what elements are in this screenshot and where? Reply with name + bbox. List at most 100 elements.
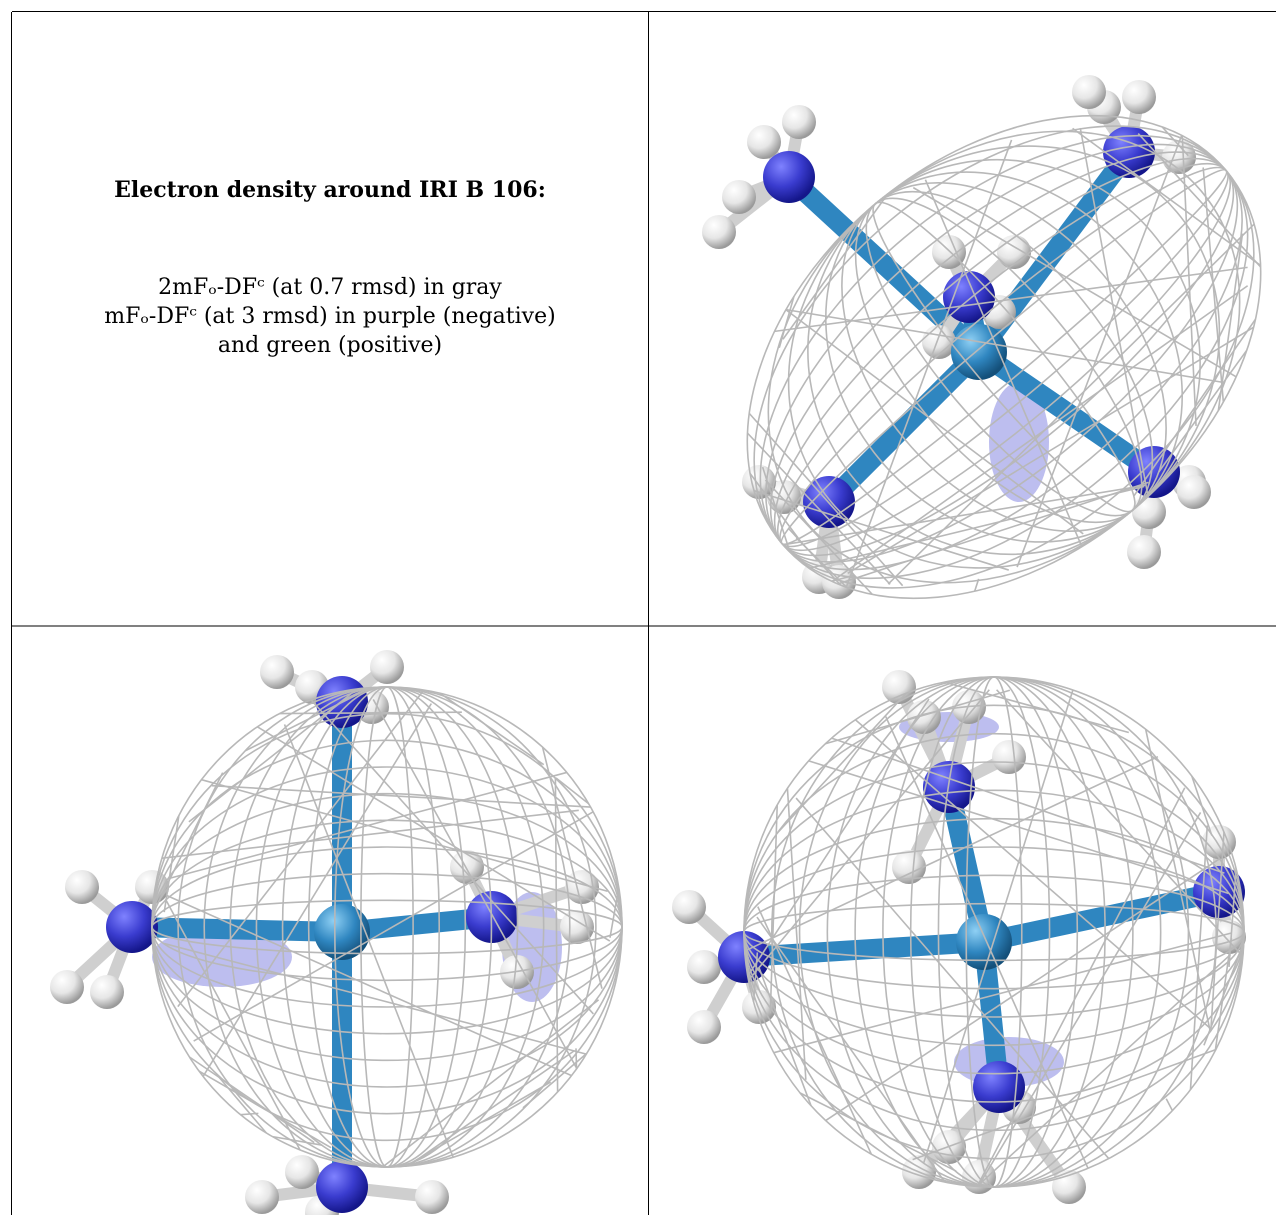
density-mesh <box>151 686 623 1168</box>
mesh-strand <box>778 296 795 349</box>
nitrogen-atom <box>763 151 815 203</box>
hydrogen-atom <box>245 1180 279 1214</box>
mesh-strand <box>973 578 980 592</box>
hydrogen-atom <box>370 650 404 684</box>
hydrogen-atom <box>90 975 124 1009</box>
hydrogen-atom <box>1132 495 1166 529</box>
mesh-strand <box>808 485 1145 570</box>
mesh-strand <box>193 811 594 1042</box>
mesh-strand <box>1165 1098 1174 1112</box>
mesh-strand <box>1158 349 1248 473</box>
mesh-strand <box>1016 135 1183 568</box>
mesh-strand <box>747 689 990 981</box>
mesh-strand <box>165 894 572 1077</box>
mesh-strand <box>976 953 1232 1188</box>
hydrogen-atom <box>1122 80 1156 114</box>
hydrogen-atom <box>1127 535 1161 569</box>
hydrogen-atom <box>782 105 816 139</box>
mesh-strand <box>189 1056 315 1144</box>
mesh-strand <box>161 809 579 860</box>
mesh-strand <box>1191 775 1213 836</box>
mesh-strand <box>912 1048 1217 1161</box>
hydrogen-atom <box>260 655 294 689</box>
mesh-strand <box>188 688 358 823</box>
mesh-strand <box>769 804 779 1014</box>
mesh-strand <box>976 787 1186 1187</box>
mesh-strand <box>405 1081 552 1167</box>
mesh-strand <box>884 716 1089 1169</box>
mesh-strand <box>825 857 1221 1122</box>
mesh-strand <box>1144 729 1212 1033</box>
mesh-strand <box>164 898 301 1151</box>
hydrogen-atom <box>50 970 84 1004</box>
mesh-strand <box>831 574 854 582</box>
negative-density-blob <box>989 382 1049 502</box>
mesh-strand <box>748 412 904 587</box>
mesh-strand <box>887 223 1255 585</box>
metal-atom <box>956 914 1012 970</box>
hydrogen-atom <box>672 890 706 924</box>
mesh-strand <box>609 887 620 938</box>
mesh-strand <box>256 726 611 942</box>
mesh-strand <box>283 724 454 1158</box>
mesh-strand <box>785 309 1084 535</box>
mesh-strand <box>922 689 1074 1164</box>
hydrogen-atom <box>992 740 1026 774</box>
mesh-strand <box>1137 132 1262 268</box>
mesh-strand <box>847 326 1255 574</box>
hydrogen-atom <box>882 670 916 704</box>
mesh-strand <box>201 778 608 893</box>
mesh-strand <box>924 179 1083 547</box>
mesh-strand <box>782 193 889 340</box>
mesh-strand <box>747 698 930 977</box>
figure-title: Electron density around IRI B 106: <box>114 177 546 203</box>
molecule-panel-view-2 <box>12 627 648 1215</box>
mesh-strand <box>831 285 1249 583</box>
mesh-meridian <box>177 686 597 1168</box>
mesh-strand <box>776 692 907 834</box>
mesh-strand <box>439 692 545 766</box>
mesh-strand <box>831 737 1225 874</box>
bond <box>819 342 989 512</box>
density-mesh <box>746 114 1262 600</box>
mesh-strand <box>749 472 805 546</box>
legend-line-gray: 2mFₒ-DFᶜ (at 0.7 rmsd) in gray <box>158 275 502 300</box>
mesh-strand <box>407 1049 576 1167</box>
mesh-strand <box>1202 167 1225 403</box>
mesh-strand <box>164 942 587 1055</box>
mesh-strand <box>244 686 372 752</box>
metal-atom <box>314 904 370 960</box>
mesh-strand <box>272 1135 323 1146</box>
mesh-strand <box>1072 127 1262 267</box>
hydrogen-atom <box>687 950 721 984</box>
mesh-strand <box>151 772 224 915</box>
hydrogen-atom <box>747 125 781 159</box>
caption-cell: Electron density around IRI B 106: 2mFₒ-… <box>12 12 648 625</box>
mesh-strand <box>977 812 1202 1187</box>
hydrogen-atom <box>907 700 941 734</box>
mesh-parallel <box>151 712 623 1142</box>
hydrogen-atom <box>1072 75 1106 109</box>
mesh-strand <box>808 760 1229 895</box>
mesh-strand <box>554 777 559 1093</box>
mesh-meridian <box>767 130 1241 584</box>
mesh-strand <box>854 719 1212 1030</box>
mesh-meridian <box>770 676 1218 1188</box>
mesh-strand <box>782 484 1146 546</box>
hydrogen-atom <box>722 180 756 214</box>
mesh-strand <box>1189 825 1209 1090</box>
mesh-strand <box>240 1112 259 1116</box>
molecule-render-view-1 <box>702 75 1262 600</box>
molecule-panel-view-1 <box>649 12 1276 625</box>
molecule-render-view-3 <box>672 670 1246 1204</box>
hydrogen-atom <box>702 215 736 249</box>
mesh-strand <box>785 308 1222 383</box>
hydrogen-atom <box>687 1010 721 1044</box>
mesh-strand <box>198 1070 332 1149</box>
mesh-strand <box>837 481 1149 585</box>
mesh-strand <box>541 746 603 989</box>
hydrogen-atom <box>285 1155 319 1189</box>
mesh-strand <box>757 906 873 1155</box>
